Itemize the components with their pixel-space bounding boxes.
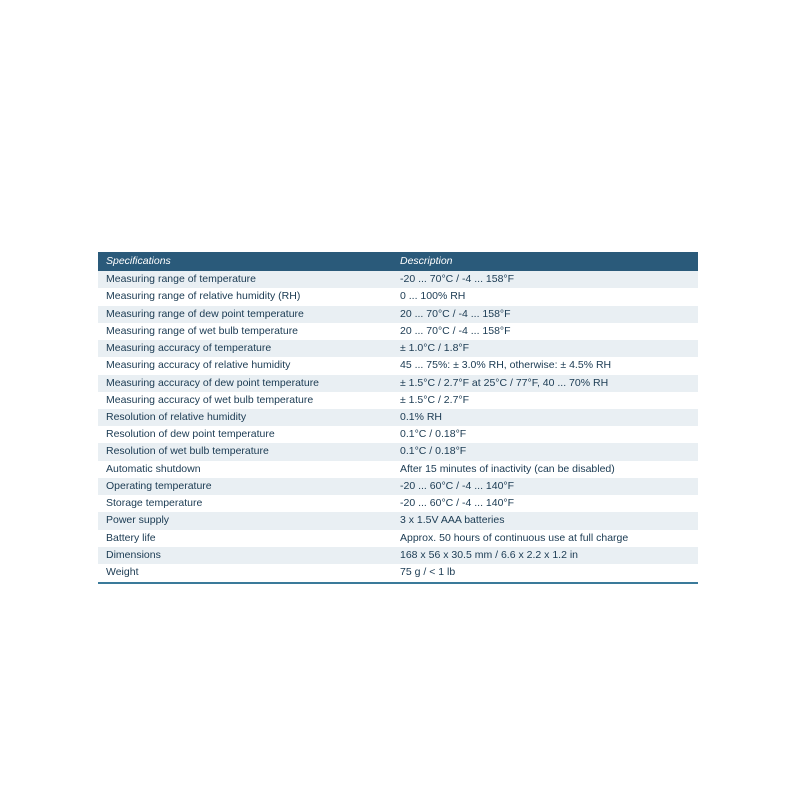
desc-cell: 168 x 56 x 30.5 mm / 6.6 x 2.2 x 1.2 in [392, 547, 698, 564]
spec-table: Specifications Description Measuring ran… [98, 252, 698, 581]
table-row: Resolution of dew point temperature0.1°C… [98, 426, 698, 443]
spec-cell: Measuring accuracy of temperature [98, 340, 392, 357]
table-row: Measuring accuracy of temperature± 1.0°C… [98, 340, 698, 357]
spec-cell: Resolution of dew point temperature [98, 426, 392, 443]
spec-cell: Resolution of relative humidity [98, 409, 392, 426]
desc-cell: 20 ... 70°C / -4 ... 158°F [392, 306, 698, 323]
table-row: Measuring accuracy of wet bulb temperatu… [98, 392, 698, 409]
spec-table-wrapper: Specifications Description Measuring ran… [98, 252, 698, 584]
spec-cell: Storage temperature [98, 495, 392, 512]
spec-cell: Operating temperature [98, 478, 392, 495]
desc-cell: -20 ... 70°C / -4 ... 158°F [392, 271, 698, 288]
desc-cell: -20 ... 60°C / -4 ... 140°F [392, 478, 698, 495]
spec-cell: Weight [98, 564, 392, 581]
col-header-desc: Description [392, 252, 698, 271]
desc-cell: -20 ... 60°C / -4 ... 140°F [392, 495, 698, 512]
desc-cell: 0.1% RH [392, 409, 698, 426]
table-row: Weight75 g / < 1 lb [98, 564, 698, 581]
table-row: Measuring range of relative humidity (RH… [98, 288, 698, 305]
desc-cell: 0.1°C / 0.18°F [392, 443, 698, 460]
spec-cell: Measuring range of temperature [98, 271, 392, 288]
table-row: Measuring accuracy of dew point temperat… [98, 375, 698, 392]
table-row: Resolution of relative humidity0.1% RH [98, 409, 698, 426]
table-header-row: Specifications Description [98, 252, 698, 271]
spec-cell: Measuring accuracy of dew point temperat… [98, 375, 392, 392]
table-row: Battery lifeApprox. 50 hours of continuo… [98, 530, 698, 547]
spec-cell: Power supply [98, 512, 392, 529]
desc-cell: ± 1.5°C / 2.7°F at 25°C / 77°F, 40 ... 7… [392, 375, 698, 392]
table-row: Resolution of wet bulb temperature0.1°C … [98, 443, 698, 460]
desc-cell: 0.1°C / 0.18°F [392, 426, 698, 443]
spec-cell: Dimensions [98, 547, 392, 564]
desc-cell: Approx. 50 hours of continuous use at fu… [392, 530, 698, 547]
desc-cell: 20 ... 70°C / -4 ... 158°F [392, 323, 698, 340]
spec-cell: Measuring range of wet bulb temperature [98, 323, 392, 340]
spec-cell: Battery life [98, 530, 392, 547]
table-row: Measuring range of wet bulb temperature2… [98, 323, 698, 340]
spec-cell: Measuring accuracy of wet bulb temperatu… [98, 392, 392, 409]
table-row: Automatic shutdownAfter 15 minutes of in… [98, 461, 698, 478]
desc-cell: ± 1.5°C / 2.7°F [392, 392, 698, 409]
desc-cell: ± 1.0°C / 1.8°F [392, 340, 698, 357]
desc-cell: 75 g / < 1 lb [392, 564, 698, 581]
spec-cell: Resolution of wet bulb temperature [98, 443, 392, 460]
table-row: Storage temperature-20 ... 60°C / -4 ...… [98, 495, 698, 512]
table-bottom-rule [98, 582, 698, 584]
desc-cell: 0 ... 100% RH [392, 288, 698, 305]
spec-cell: Measuring accuracy of relative humidity [98, 357, 392, 374]
desc-cell: 3 x 1.5V AAA batteries [392, 512, 698, 529]
desc-cell: 45 ... 75%: ± 3.0% RH, otherwise: ± 4.5%… [392, 357, 698, 374]
col-header-spec: Specifications [98, 252, 392, 271]
table-row: Measuring range of dew point temperature… [98, 306, 698, 323]
spec-cell: Measuring range of dew point temperature [98, 306, 392, 323]
table-row: Dimensions168 x 56 x 30.5 mm / 6.6 x 2.2… [98, 547, 698, 564]
spec-cell: Automatic shutdown [98, 461, 392, 478]
desc-cell: After 15 minutes of inactivity (can be d… [392, 461, 698, 478]
table-row: Power supply3 x 1.5V AAA batteries [98, 512, 698, 529]
table-row: Operating temperature-20 ... 60°C / -4 .… [98, 478, 698, 495]
table-body: Measuring range of temperature-20 ... 70… [98, 271, 698, 581]
table-row: Measuring accuracy of relative humidity4… [98, 357, 698, 374]
spec-cell: Measuring range of relative humidity (RH… [98, 288, 392, 305]
table-row: Measuring range of temperature-20 ... 70… [98, 271, 698, 288]
